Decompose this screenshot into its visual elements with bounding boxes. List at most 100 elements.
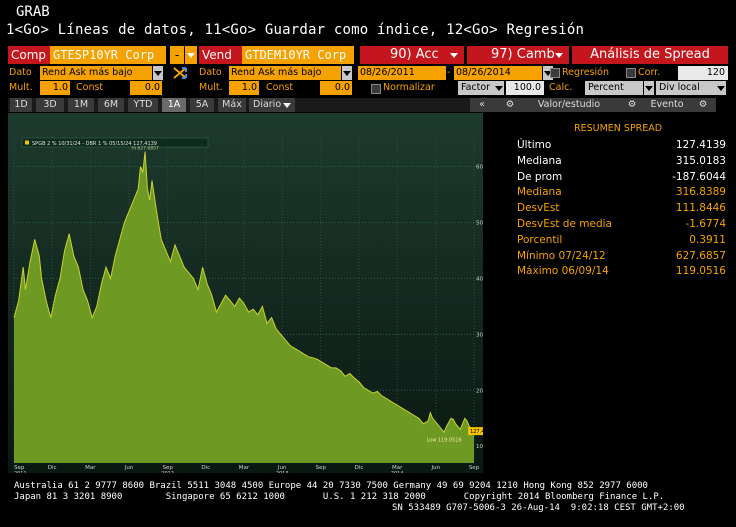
summary-row-label: Mediana (517, 154, 562, 167)
y-tick-label: 500 (476, 220, 483, 226)
operator-dropdown[interactable] (185, 46, 197, 64)
corr-checkbox[interactable] (626, 68, 636, 78)
chevron-down-icon (187, 53, 195, 58)
acc-button[interactable]: 90) Acc (360, 46, 464, 64)
footer-contacts-2: Japan 81 3 3201 8900 Singapore 65 6212 1… (14, 492, 665, 502)
gear-icon[interactable]: ⚙ (500, 98, 520, 112)
date-to-field[interactable]: 08/26/2014 (454, 66, 542, 80)
summary-row-value: -187.6044 (672, 170, 726, 183)
dato2-dropdown[interactable] (342, 66, 352, 80)
footer-contacts-1: Australia 61 2 9777 8600 Brazil 5511 304… (14, 481, 648, 491)
last-value-text: 127.4139 (470, 429, 483, 435)
command-line[interactable]: GRAB (16, 4, 50, 20)
y-tick-label: 200 (476, 388, 483, 394)
mult2-label: Mult. (199, 82, 223, 93)
low-label: Low 119.0516 (426, 438, 461, 444)
x-tick-label: Sep (14, 465, 25, 471)
summary-row-value: 315.0183 (675, 154, 726, 167)
camb-button[interactable]: 97) Camb (467, 46, 569, 64)
regresion-checkbox[interactable] (550, 68, 560, 78)
spread-chart[interactable]: 100200300400500600 Sep2011DicMarJunSep20… (8, 113, 483, 473)
summary-row-label: Mínimo 07/24/12 (517, 249, 606, 262)
summary-row-value: 627.6857 (675, 249, 726, 262)
const2-field[interactable]: 0.0 (320, 81, 352, 95)
const1-field[interactable]: 0.0 (130, 81, 162, 95)
chevron-down-icon (450, 53, 458, 58)
y-tick-label: 400 (476, 276, 483, 282)
tab-1d[interactable]: 1D (10, 98, 32, 112)
summary-row-value: 316.8389 (675, 186, 726, 199)
tab-máx[interactable]: Máx (218, 98, 246, 112)
swap-icon[interactable] (172, 65, 190, 81)
factor-label: Factor (458, 81, 494, 95)
evento-tab[interactable]: Evento (642, 98, 692, 112)
comp-ticker-field[interactable]: GTESP10YR Corp (50, 46, 166, 64)
footer-session: SN 533489 G707-5006-3 26-Aug-14 9:02:18 … (392, 503, 685, 513)
last-value-tag (468, 427, 483, 436)
tab-1a[interactable]: 1A (162, 98, 186, 112)
summary-row: Máximo 06/09/14 119.0516 (517, 263, 726, 279)
valor-estudio-tab[interactable]: Valor/estudio (520, 98, 618, 112)
factor-field[interactable]: 100.0 (506, 81, 544, 95)
chevron-down-icon (555, 53, 563, 58)
chevron-down-icon (717, 86, 725, 91)
comp-label: Comp (8, 46, 54, 64)
spread-analysis-button[interactable]: Análisis de Spread (572, 46, 728, 64)
calc-dropdown[interactable] (644, 81, 654, 95)
x-tick-label: Jun (124, 465, 134, 471)
dato1-select[interactable]: Rend Ask más bajo (40, 66, 152, 80)
chevron-down-icon (495, 86, 503, 91)
x-tick-label: Sep (316, 465, 327, 471)
x-tick-label: Dic (48, 465, 57, 471)
tab-5a[interactable]: 5A (190, 98, 214, 112)
dato2-select[interactable]: Rend Ask más bajo (229, 66, 341, 80)
dato1-label: Dato (9, 67, 32, 78)
x-tick-label: Mar (392, 465, 403, 471)
chevron-down-icon (544, 71, 552, 76)
summary-row: Último 127.4139 (517, 137, 726, 153)
gear-icon[interactable]: ⚙ (622, 98, 642, 112)
const2-label: Const (266, 82, 294, 93)
summary-row: Mediana 316.8389 (517, 184, 726, 200)
chevron-down-icon (154, 71, 162, 76)
x-tick-label: Mar (239, 465, 250, 471)
series-line (13, 151, 475, 434)
regresion-label: Regresión (562, 67, 610, 78)
div-dropdown[interactable] (716, 81, 726, 95)
tab-ytd[interactable]: YTD (128, 98, 158, 112)
normalizar-label: Normalizar (383, 82, 435, 93)
date-range-separator: - (447, 67, 451, 78)
vend-ticker-field[interactable]: GTDEM10YR Corp (242, 46, 354, 64)
tab-6m[interactable]: 6M (98, 98, 124, 112)
operator-minus[interactable]: - (170, 46, 184, 64)
tab-1m[interactable]: 1M (68, 98, 94, 112)
x-year-label: 2012 (161, 471, 174, 473)
chevron-down-icon (645, 86, 653, 91)
corr-label: Corr. (638, 67, 661, 78)
summary-row: DesvEst 111.8446 (517, 200, 726, 216)
acc-button-label: 90) Acc (390, 47, 439, 62)
tab-3d[interactable]: 3D (36, 98, 64, 112)
x-year-label: 2014 (391, 471, 404, 473)
factor-dropdown[interactable] (494, 81, 504, 95)
div-select[interactable]: Div local (656, 81, 716, 95)
dato1-dropdown[interactable] (153, 66, 163, 80)
normalizar-checkbox[interactable] (371, 84, 381, 94)
corr-value-field[interactable]: 120 (678, 66, 728, 80)
date-from-field[interactable]: 08/26/2011 (358, 66, 446, 80)
calc-select[interactable]: Percent (585, 81, 643, 95)
const1-label: Const (76, 82, 104, 93)
period-select[interactable]: Diario (249, 98, 295, 112)
high-label: Hi 627.6857 (131, 145, 159, 151)
mult2-field[interactable]: 1.0 (229, 81, 259, 95)
date-dropdown[interactable] (543, 66, 553, 80)
x-year-label: 2011 (14, 471, 27, 473)
settings-gear-icon[interactable]: ⚙ (694, 98, 712, 112)
function-menu[interactable]: 1<Go> Líneas de datos, 11<Go> Guardar co… (6, 22, 585, 38)
mult1-field[interactable]: 1.0 (40, 81, 70, 95)
collapse-panel-button[interactable]: « (476, 98, 488, 112)
summary-row-label: Último (517, 139, 552, 151)
legend-box (21, 137, 209, 148)
chevron-down-icon (283, 103, 291, 108)
legend-swatch (25, 140, 29, 145)
